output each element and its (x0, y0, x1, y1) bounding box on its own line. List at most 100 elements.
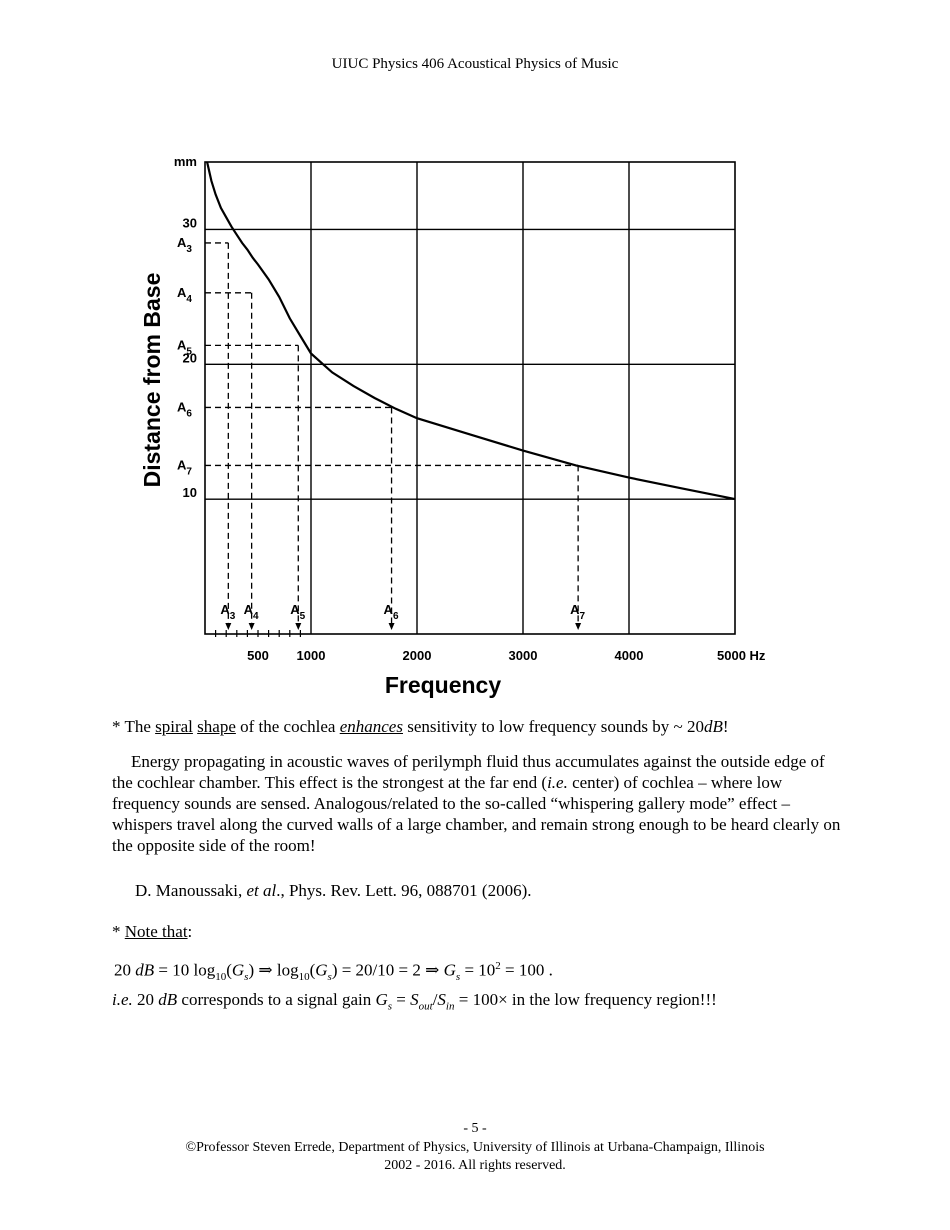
eq-g: G (231, 960, 245, 980)
marker-guide-lines (205, 242, 582, 630)
y-marker-A6: A6 (177, 399, 192, 419)
note-mid: of the cochlea (240, 717, 336, 736)
eq-sup2: 2 (495, 960, 501, 972)
word-enhances: enhances (339, 717, 403, 736)
y-marker-sub-A7: 7 (186, 466, 192, 477)
note-that: * Note that: (112, 921, 842, 942)
gain-out: out (418, 1000, 433, 1013)
x-axis-label: Frequency (385, 672, 502, 698)
x-tick-2000: 2000 (403, 648, 432, 663)
para2-ie: i.e. (547, 773, 568, 792)
gain-d: = 100× (454, 990, 508, 1009)
marker-arrow-A6 (388, 623, 395, 630)
y-marker-sub-A3: 3 (186, 244, 192, 255)
x-marker-A4: A4 (244, 602, 259, 622)
x-tick-labels: 500 1000 2000 3000 4000 5000 Hz (247, 648, 766, 663)
unit-db: dB (704, 717, 723, 736)
eq-g-c: G (443, 960, 456, 980)
y-marker-A7: A7 (177, 457, 192, 477)
spiral-note: * The spiral shape of the cochlea enhanc… (112, 716, 842, 737)
gain-slash: / (432, 990, 438, 1009)
y-tick-30: 30 (183, 215, 197, 230)
eq-p7: = 100 . (500, 960, 553, 980)
gain-S1: S (410, 990, 419, 1009)
note-rest: sensitivity to low frequency sounds by ~… (407, 717, 704, 736)
note-that-label: Note that (124, 922, 188, 941)
gain-c: = (392, 990, 411, 1009)
eq-s-b: s (327, 971, 332, 984)
word-shape: shape (197, 717, 236, 736)
x-marker-sub-A7: 7 (580, 611, 586, 622)
x-marker-labels: A3 A4 A5 A6 A7 (220, 602, 585, 622)
copyright-line-2: 2002 - 2016. All rights reserved. (384, 1158, 566, 1173)
gain-ie: i.e. (112, 990, 133, 1009)
marker-arrow-A7 (575, 623, 582, 630)
gain-a: 20 (132, 990, 159, 1009)
distance-curve (206, 161, 736, 501)
chart-grid (205, 162, 735, 634)
y-tick-mm: mm (174, 154, 197, 169)
y-tick-labels: mm 30 20 10 (174, 154, 197, 500)
x-marker-sub-A6: 6 (393, 611, 399, 622)
note-that-star: * (112, 922, 125, 941)
eq-g-b: G (315, 960, 328, 980)
gain-b: corresponds to a signal gain (177, 990, 376, 1009)
reference-etal: et al (246, 881, 277, 900)
x-tick-4000: 4000 (615, 648, 644, 663)
x-marker-sub-A5: 5 (300, 611, 306, 622)
y-tick-20: 20 (183, 350, 197, 365)
eq-p4: ) ⇒ log (248, 960, 299, 980)
gain-e: in the low frequency region!!! (507, 990, 717, 1009)
reference: D. Manoussaki, et al., Phys. Rev. Lett. … (135, 880, 865, 901)
energy-paragraph: Energy propagating in acoustic waves of … (112, 751, 842, 856)
gain-g: G (375, 990, 388, 1009)
gain-equation: 20 dB = 10 log10(Gs) ⇒ log10(Gs) = 20/10… (114, 960, 553, 983)
y-marker-A3: A3 (177, 235, 192, 255)
marker-arrow-A5 (295, 623, 302, 630)
y-tick-10: 10 (183, 485, 197, 500)
eq-s-c: s (455, 971, 461, 984)
para2-b: center) of cochlea – where low frequency… (112, 773, 841, 855)
reference-authors: D. Manoussaki, (135, 881, 247, 900)
y-marker-sub-A6: 6 (186, 408, 192, 419)
word-spiral: spiral (155, 717, 193, 736)
page-number: - 5 - (463, 1121, 487, 1136)
cochlea-frequency-chart: mm 30 20 10 500 1000 2000 3000 4000 5000 Hz A3 A4… (139, 154, 766, 698)
x-tick-1000: 1000 (297, 648, 326, 663)
eq-s: s (244, 971, 249, 984)
x-minor-ticks (214, 630, 301, 637)
eq-sub10: 10 (215, 971, 227, 984)
gain-db: dB (158, 990, 178, 1009)
marker-arrow-A3 (225, 623, 232, 630)
y-marker-sub-A5: 5 (186, 346, 192, 357)
note-star: * The (112, 717, 151, 736)
note-that-colon: : (187, 922, 193, 941)
x-tick-5000Hz: 5000 Hz (717, 648, 766, 663)
x-marker-sub-A3: 3 (230, 611, 236, 622)
gain-line: i.e. 20 dB corresponds to a signal gain … (112, 990, 717, 1012)
gain-s: s (387, 1000, 393, 1013)
gain-S2: S (437, 990, 446, 1009)
eq-p2: = 10 log (154, 960, 216, 980)
y-marker-sub-A4: 4 (186, 294, 192, 305)
y-marker-A4: A4 (177, 285, 192, 305)
gain-in: in (445, 1000, 455, 1013)
para2-a: Energy propagating in acoustic waves of … (112, 752, 825, 792)
x-marker-A3: A3 (220, 602, 235, 622)
plot-border (204, 161, 736, 635)
page-header: UIUC Physics 406 Acoustical Physics of M… (331, 56, 619, 72)
marker-arrow-A4 (248, 623, 255, 630)
eq-paren-b: ( (309, 960, 316, 980)
eq-sub10b: 10 (298, 971, 310, 984)
reference-journal: ., Phys. Rev. Lett. 96, 088701 (2006). (276, 881, 532, 900)
chart-frame (204, 161, 736, 635)
eq-p5: ) = 20/10 = 2 ⇒ (331, 960, 444, 980)
note-end: ! (722, 717, 729, 736)
eq-paren: ( (226, 960, 232, 980)
eq-db: dB (135, 960, 155, 980)
x-marker-sub-A4: 4 (253, 611, 259, 622)
eq-p6: = 10 (460, 960, 496, 980)
eq-20: 20 (114, 960, 131, 980)
copyright-line-1: ©Professor Steven Errede, Department of … (185, 1140, 765, 1155)
x-tick-3000: 3000 (509, 648, 538, 663)
